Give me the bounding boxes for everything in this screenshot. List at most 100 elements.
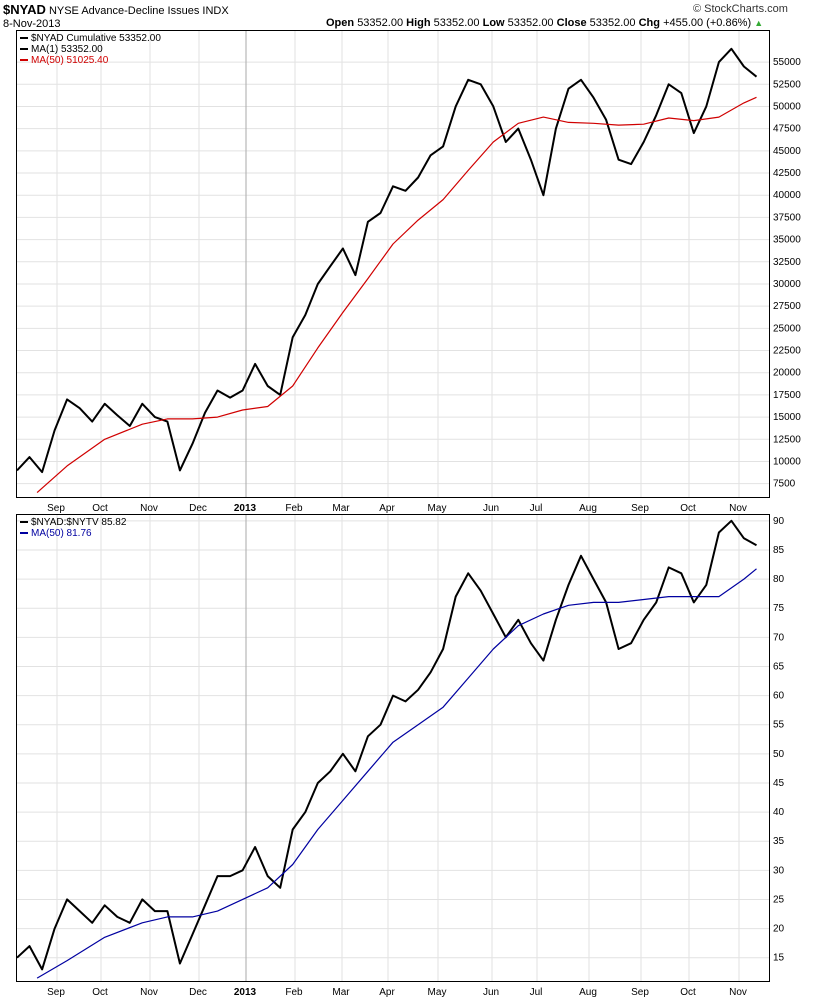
- x-tick-label: Apr: [379, 987, 395, 998]
- y-tick-label: 25000: [773, 323, 801, 334]
- y-tick-label: 40: [773, 807, 785, 818]
- series-line-main: [16, 519, 757, 971]
- x-tick-label: Nov: [140, 503, 158, 514]
- x-tick-label: May: [428, 503, 447, 514]
- x-tick-label: Dec: [189, 987, 207, 998]
- y-tick-label: 55000: [773, 57, 801, 68]
- y-tick-label: 65: [773, 661, 785, 672]
- y-tick-label: 20: [773, 924, 785, 935]
- y-tick-label: 75: [773, 603, 785, 614]
- x-tick-label: Nov: [140, 987, 158, 998]
- y-tick-label: 12500: [773, 434, 801, 445]
- exchange-label: INDX: [202, 5, 229, 17]
- y-tick-label: 7500: [773, 479, 796, 490]
- bottom-x-axis: Sep Oct Nov Dec 2013 Feb Mar Apr May Jun Jul Aug Sep…: [47, 987, 747, 998]
- chart-header-title: $NYAD NYSE Advance-Decline Issues INDX: [3, 2, 229, 17]
- x-tick-label: Oct: [92, 987, 108, 998]
- x-tick-label: Feb: [285, 503, 303, 514]
- legend-entry-ma1: MA(1) 53352.00: [20, 44, 161, 55]
- open-label: Open: [326, 17, 355, 29]
- y-tick-label: 32500: [773, 257, 801, 268]
- date-label: 8-Nov-2013: [3, 18, 61, 30]
- legend-entry-ratio-ma50: MA(50) 81.76: [20, 528, 126, 539]
- y-tick-label: 45000: [773, 146, 801, 157]
- high-value: 53352.00: [433, 17, 480, 29]
- y-tick-label: 60: [773, 691, 785, 702]
- y-tick-label: 20000: [773, 368, 801, 379]
- legend-entry-nyad: $NYAD Cumulative 53352.00: [20, 33, 161, 44]
- top-chart-svg: [16, 31, 769, 497]
- x-tick-label: Sep: [47, 503, 65, 514]
- y-tick-label: 37500: [773, 212, 801, 223]
- top-x-axis: Sep Oct Nov Dec 2013 Feb Mar Apr May Jun Jul Aug Sep…: [47, 503, 747, 514]
- y-tick-label: 30: [773, 865, 785, 876]
- legend-entry-ratio: $NYAD:$NYTV 85.82: [20, 517, 126, 528]
- x-tick-label: Feb: [285, 987, 303, 998]
- top-legend: $NYAD Cumulative 53352.00 MA(1) 53352.00…: [20, 33, 161, 66]
- x-tick-label: Oct: [92, 503, 108, 514]
- x-tick-label: Aug: [579, 503, 597, 514]
- x-tick-label: Nov: [729, 503, 747, 514]
- y-tick-label: 80: [773, 574, 785, 585]
- y-tick-label: 55: [773, 720, 785, 731]
- x-tick-label: Sep: [631, 503, 649, 514]
- x-tick-label: Jun: [483, 503, 499, 514]
- brand-label: © StockCharts.com: [693, 3, 788, 15]
- x-tick-label: 2013: [234, 503, 257, 514]
- y-tick-label: 50000: [773, 101, 801, 112]
- x-tick-label: May: [428, 987, 447, 998]
- y-tick-label: 70: [773, 632, 785, 643]
- legend-entry-ma50: MA(50) 51025.40: [20, 55, 161, 66]
- x-tick-label: Sep: [631, 987, 649, 998]
- bottom-chart-svg: [16, 515, 769, 981]
- y-tick-label: 10000: [773, 456, 801, 467]
- x-tick-label: Oct: [680, 987, 696, 998]
- x-tick-label: Jul: [530, 987, 543, 998]
- y-tick-label: 22500: [773, 346, 801, 357]
- top-chart-panel: [16, 30, 770, 498]
- x-tick-label: Jul: [530, 503, 543, 514]
- low-value: 53352.00: [507, 17, 554, 29]
- x-tick-label: Aug: [579, 987, 597, 998]
- x-tick-label: 2013: [234, 987, 257, 998]
- x-tick-label: Jun: [483, 987, 499, 998]
- open-value: 53352.00: [357, 17, 404, 29]
- y-tick-label: 45: [773, 778, 785, 789]
- y-tick-label: 47500: [773, 124, 801, 135]
- y-tick-label: 52500: [773, 79, 801, 90]
- series-line-main: [16, 47, 758, 474]
- low-label: Low: [482, 17, 505, 29]
- y-tick-label: 15000: [773, 412, 801, 423]
- symbol-label: $NYAD: [3, 2, 46, 17]
- y-tick-label: 40000: [773, 190, 801, 201]
- series-line-ma50: [36, 96, 757, 494]
- y-tick-label: 42500: [773, 168, 801, 179]
- chg-value: +455.00 (+0.86%): [663, 17, 752, 29]
- instrument-name: NYSE Advance-Decline Issues: [48, 5, 200, 17]
- series-line-ma50: [36, 568, 757, 979]
- close-value: 53352.00: [589, 17, 636, 29]
- y-tick-label: 35: [773, 836, 785, 847]
- x-tick-label: Nov: [729, 987, 747, 998]
- top-y-axis: 7500 10000 12500 15000 17500 20000 22500 25000 2…: [773, 57, 801, 490]
- y-tick-label: 30000: [773, 279, 801, 290]
- up-arrow-icon: ▲: [754, 18, 764, 28]
- close-label: Close: [556, 17, 587, 29]
- y-tick-label: 27500: [773, 301, 801, 312]
- high-label: High: [406, 17, 431, 29]
- x-tick-label: Sep: [47, 987, 65, 998]
- x-tick-label: Apr: [379, 503, 395, 514]
- x-tick-label: Oct: [680, 503, 696, 514]
- y-tick-label: 15: [773, 953, 785, 964]
- chg-label: Chg: [638, 17, 660, 29]
- y-tick-label: 50: [773, 749, 785, 760]
- x-tick-label: Mar: [332, 503, 350, 514]
- y-tick-label: 17500: [773, 390, 801, 401]
- y-tick-label: 35000: [773, 235, 801, 246]
- y-tick-label: 90: [773, 516, 785, 527]
- x-tick-label: Mar: [332, 987, 350, 998]
- ohlc-bar: Open 53352.00 High 53352.00 Low 53352.00…: [326, 17, 763, 29]
- y-tick-label: 25: [773, 894, 785, 905]
- bottom-legend: $NYAD:$NYTV 85.82 MA(50) 81.76: [20, 517, 126, 539]
- x-tick-label: Dec: [189, 503, 207, 514]
